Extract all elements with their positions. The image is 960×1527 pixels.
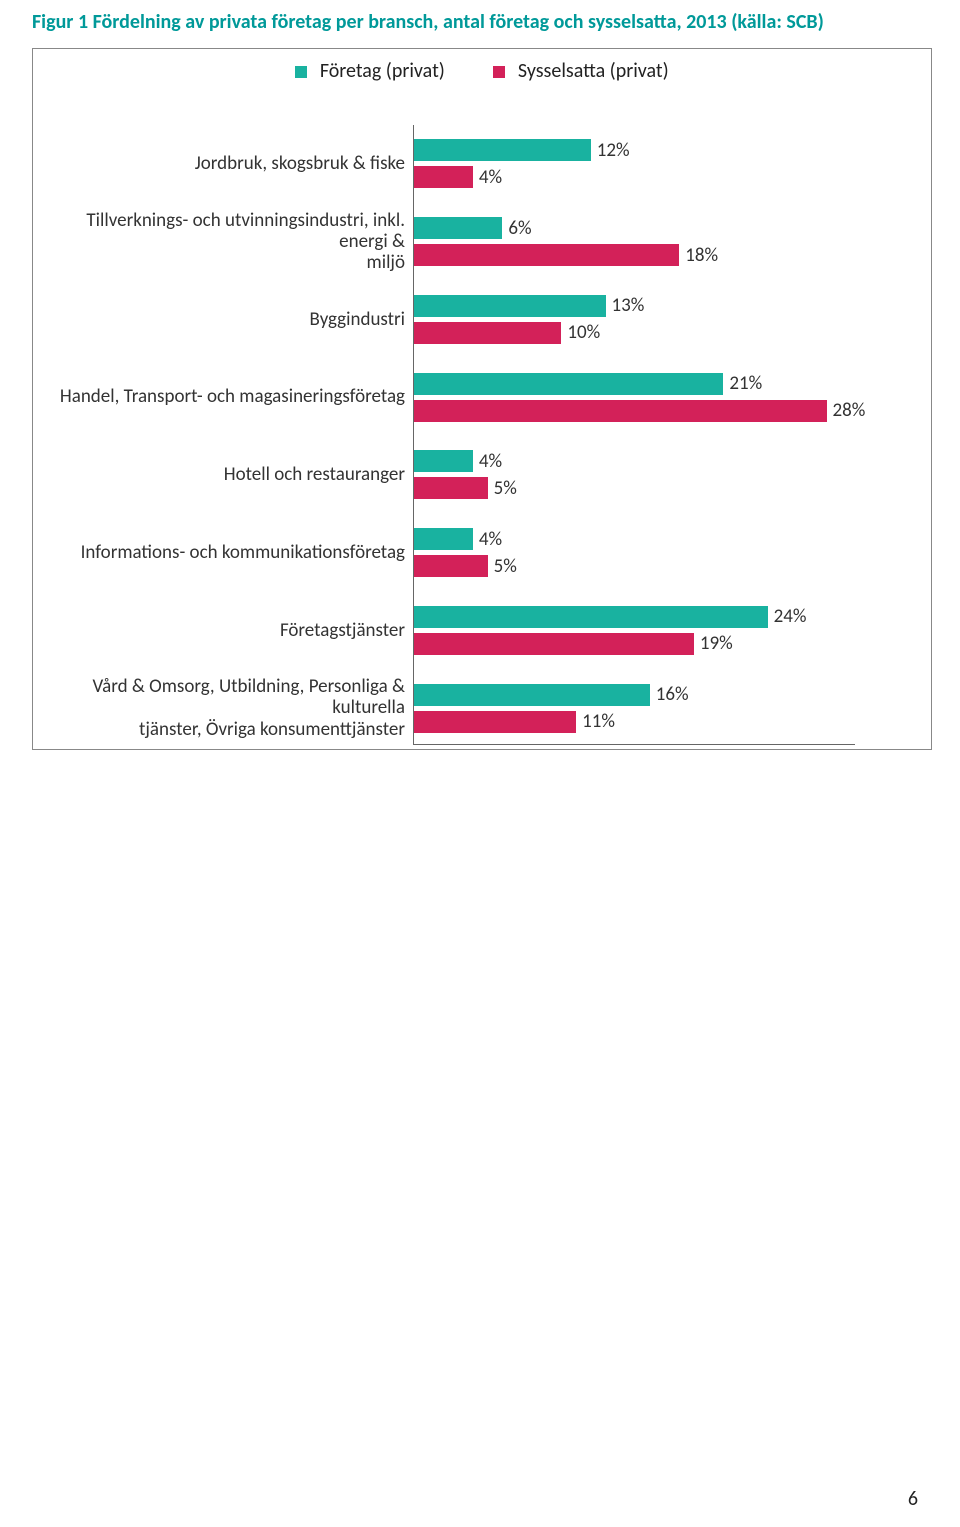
figure-title: Figur 1 Fördelning av privata företag pe… — [32, 10, 936, 34]
bar-value-label: 18% — [685, 244, 718, 267]
bar — [414, 555, 488, 577]
category-label: Handel, Transport- och magasineringsföre… — [41, 358, 405, 436]
bar-value-label: 12% — [597, 139, 630, 162]
bar — [414, 450, 473, 472]
category-label: Informations- och kommunikationsföretag — [41, 514, 405, 592]
bar — [414, 217, 502, 239]
bar-value-label: 4% — [479, 528, 502, 551]
bar — [414, 684, 650, 706]
legend-swatch-employed — [493, 66, 505, 78]
bar — [414, 528, 473, 550]
category-label: Byggindustri — [41, 281, 405, 359]
chart-area: Företag (privat) Sysselsatta (privat) Jo… — [32, 48, 932, 750]
bar — [414, 139, 591, 161]
bar-value-label: 16% — [656, 683, 689, 706]
legend-label-employed: Sysselsatta (privat) — [518, 59, 669, 83]
bar-value-label: 21% — [729, 372, 762, 395]
bar-value-label: 13% — [612, 294, 645, 317]
bar — [414, 373, 723, 395]
bar — [414, 477, 488, 499]
bar-value-label: 24% — [774, 605, 807, 628]
bar — [414, 166, 473, 188]
bar-value-label: 6% — [508, 217, 531, 240]
bar-value-label: 11% — [582, 710, 615, 733]
bar — [414, 711, 576, 733]
bar — [414, 606, 768, 628]
plot-area: 12%4%6%18%13%10%21%28%4%5%4%5%24%19%16%1… — [413, 125, 855, 745]
legend: Företag (privat) Sysselsatta (privat) — [33, 59, 931, 83]
category-label: Företagstjänster — [41, 592, 405, 670]
bar — [414, 633, 694, 655]
page-number: 6 — [908, 1487, 918, 1511]
legend-item-employed: Sysselsatta (privat) — [493, 59, 668, 83]
bar-value-label: 4% — [479, 166, 502, 189]
category-label: Jordbruk, skogsbruk & fiske — [41, 125, 405, 203]
legend-swatch-companies — [295, 66, 307, 78]
bar — [414, 400, 827, 422]
category-label: Tillverknings- och utvinningsindustri, i… — [41, 203, 405, 281]
bar-value-label: 5% — [494, 555, 517, 578]
bar-value-label: 10% — [567, 321, 600, 344]
legend-label-companies: Företag (privat) — [320, 59, 445, 83]
legend-item-companies: Företag (privat) — [295, 59, 445, 83]
bar-value-label: 5% — [494, 477, 517, 500]
bar-value-label: 28% — [833, 399, 866, 422]
page: Figur 1 Fördelning av privata företag pe… — [0, 0, 960, 1527]
category-labels: Jordbruk, skogsbruk & fiskeTillverknings… — [33, 125, 413, 745]
bar — [414, 295, 606, 317]
bar-value-label: 4% — [479, 450, 502, 473]
bar — [414, 244, 679, 266]
bar — [414, 322, 561, 344]
bar-value-label: 19% — [700, 632, 733, 655]
category-label: Vård & Omsorg, Utbildning, Personliga & … — [41, 669, 405, 747]
category-label: Hotell och restauranger — [41, 436, 405, 514]
